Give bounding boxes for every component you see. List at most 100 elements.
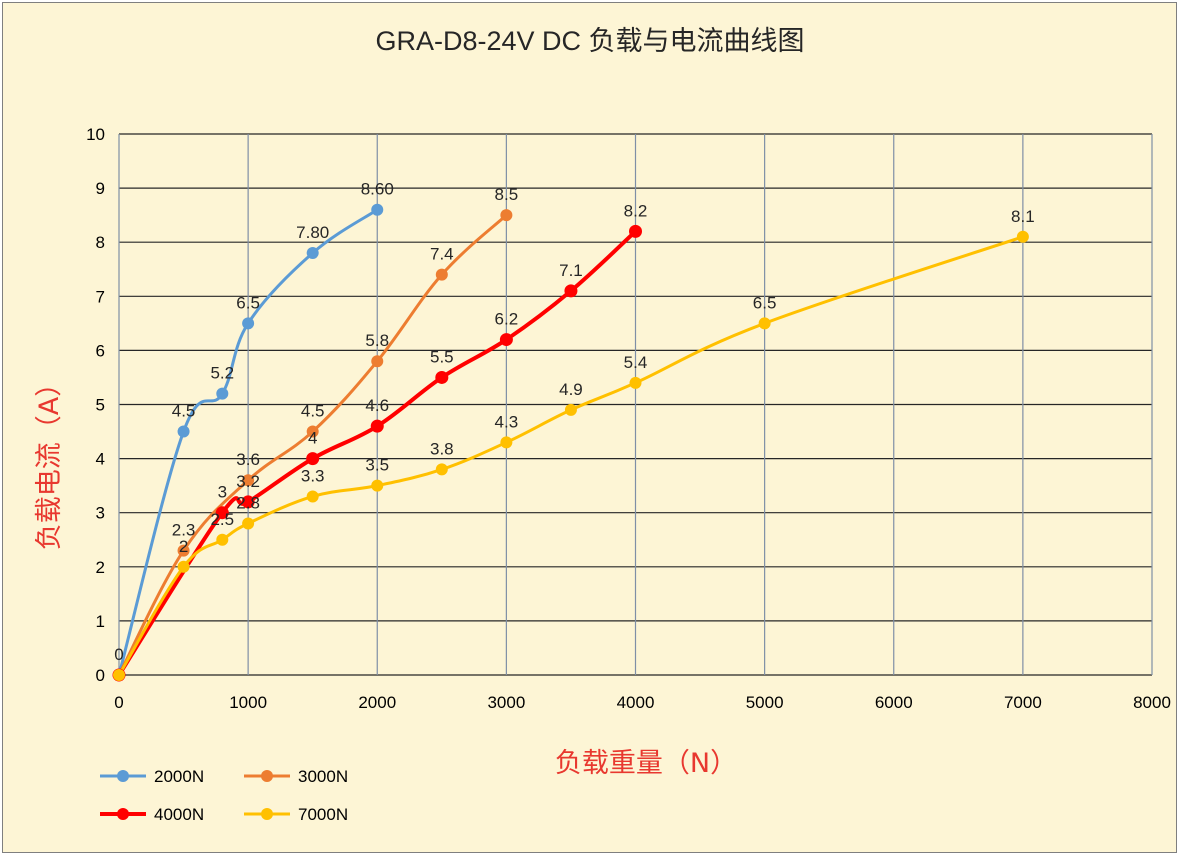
x-tick-label: 0 — [114, 693, 123, 712]
legend-item-2000n: 2000N — [100, 767, 204, 786]
data-label: 6.2 — [495, 310, 519, 329]
data-label: 5.2 — [210, 364, 234, 383]
data-point-4000n — [435, 370, 449, 384]
y-axis-ticks: 0 1 2 3 4 5 6 7 8 9 10 — [86, 125, 105, 685]
data-label: 4.5 — [301, 402, 325, 421]
x-tick-label: 2000 — [358, 693, 396, 712]
data-label: 0 — [114, 645, 123, 664]
legend-label: 3000N — [298, 767, 348, 786]
data-point-3000n — [371, 355, 384, 368]
x-tick-label: 6000 — [875, 693, 913, 712]
data-point-3000n — [177, 544, 190, 557]
data-point-7000n — [500, 436, 513, 449]
data-label: 7.1 — [559, 261, 583, 280]
legend-swatch-marker — [261, 808, 273, 820]
data-point-3000n — [242, 474, 255, 487]
data-label: 3.3 — [301, 466, 325, 485]
data-point-4000n — [499, 333, 513, 347]
data-point-7000n — [371, 479, 384, 492]
y-axis-title: 负载电流（A） — [34, 370, 65, 550]
data-point-7000n — [242, 517, 255, 530]
legend-label: 2000N — [154, 767, 204, 786]
data-point-3000n — [500, 209, 513, 222]
data-label: 4.5 — [172, 402, 196, 421]
data-label: 2.3 — [172, 521, 196, 540]
legend-item-3000n: 3000N — [244, 767, 348, 786]
data-label: 3.8 — [430, 439, 454, 458]
data-point-2000n — [216, 387, 229, 400]
data-point-4000n — [215, 506, 229, 520]
data-label: 3.2 — [236, 472, 260, 491]
x-tick-label: 5000 — [746, 693, 784, 712]
data-label: 4 — [308, 429, 317, 448]
y-tick-label: 8 — [96, 233, 105, 252]
y-tick-label: 9 — [96, 179, 105, 198]
data-label: 6.5 — [236, 293, 260, 312]
data-label: 5.5 — [430, 347, 454, 366]
data-label: 2.8 — [236, 494, 260, 513]
y-tick-label: 3 — [96, 504, 105, 523]
data-point-7000n — [435, 463, 448, 476]
gridlines — [118, 133, 1153, 676]
data-labels: 0 4.5 5.2 6.5 7.80 8.60 2.3 3.6 4.5 5.8 7.4 8.5 3 3.2… — [114, 180, 1034, 664]
data-point-7000n — [306, 490, 319, 503]
data-label: 8.5 — [495, 185, 519, 204]
data-label: 8.1 — [1011, 207, 1035, 226]
x-axis-ticks: 0 1000 2000 3000 4000 5000 6000 7000 8000 — [114, 693, 1171, 712]
legend-swatch-marker — [261, 770, 273, 782]
legend-swatch-marker — [117, 808, 129, 820]
data-point-7000n — [758, 317, 771, 330]
chart-title: GRA-D8-24V DC 负载与电流曲线图 — [375, 26, 804, 56]
y-tick-label: 4 — [96, 450, 105, 469]
data-point-2000n — [177, 425, 190, 438]
y-tick-label: 0 — [96, 666, 105, 685]
data-point-2000n — [306, 247, 319, 260]
data-point-2000n — [242, 317, 255, 330]
data-label: 7.4 — [430, 245, 454, 264]
data-point-7000n — [216, 533, 229, 546]
y-tick-label: 6 — [96, 341, 105, 360]
x-tick-label: 1000 — [229, 693, 267, 712]
data-point-3000n — [435, 268, 448, 281]
legend-label: 7000N — [298, 805, 348, 824]
legend: 2000N 3000N 4000N 7000N — [100, 767, 348, 824]
series-points — [112, 203, 1029, 682]
legend-label: 4000N — [154, 805, 204, 824]
x-tick-label: 7000 — [1004, 693, 1042, 712]
legend-item-4000n: 4000N — [100, 805, 204, 824]
data-label: 2 — [179, 537, 188, 556]
data-point-4000n — [241, 495, 255, 509]
data-point-7000n — [564, 403, 577, 416]
x-tick-label: 4000 — [617, 693, 655, 712]
data-point-4000n — [629, 224, 642, 238]
legend-item-7000n: 7000N — [244, 805, 348, 824]
x-axis-title: 负载重量（N） — [555, 748, 737, 779]
data-point-4000n — [306, 452, 320, 466]
data-label: 2.5 — [210, 510, 234, 529]
data-point-7000n — [177, 560, 190, 573]
data-label: 4.3 — [495, 412, 519, 431]
data-point-7000n — [629, 376, 642, 389]
data-point-3000n — [306, 425, 319, 438]
y-tick-label: 10 — [86, 125, 105, 144]
data-point-7000n — [113, 669, 125, 681]
data-label: 3.6 — [236, 450, 260, 469]
legend-swatch-marker — [117, 770, 129, 782]
x-tick-label: 8000 — [1133, 693, 1171, 712]
data-point-4000n — [564, 284, 578, 298]
data-point-4000n — [370, 419, 384, 433]
data-label: 7.80 — [296, 223, 329, 242]
data-label: 4.6 — [365, 396, 389, 415]
data-label: 5.8 — [365, 331, 389, 350]
data-label: 3.5 — [365, 456, 389, 475]
y-tick-label: 1 — [96, 612, 105, 631]
data-point-7000n — [1016, 230, 1029, 243]
y-tick-label: 7 — [96, 287, 105, 306]
data-label: 5.4 — [624, 353, 648, 372]
data-label: 6.5 — [753, 293, 777, 312]
data-label: 8.60 — [361, 180, 394, 199]
data-label: 8.2 — [624, 201, 648, 220]
y-tick-label: 2 — [96, 558, 105, 577]
data-point-2000n — [371, 203, 384, 216]
